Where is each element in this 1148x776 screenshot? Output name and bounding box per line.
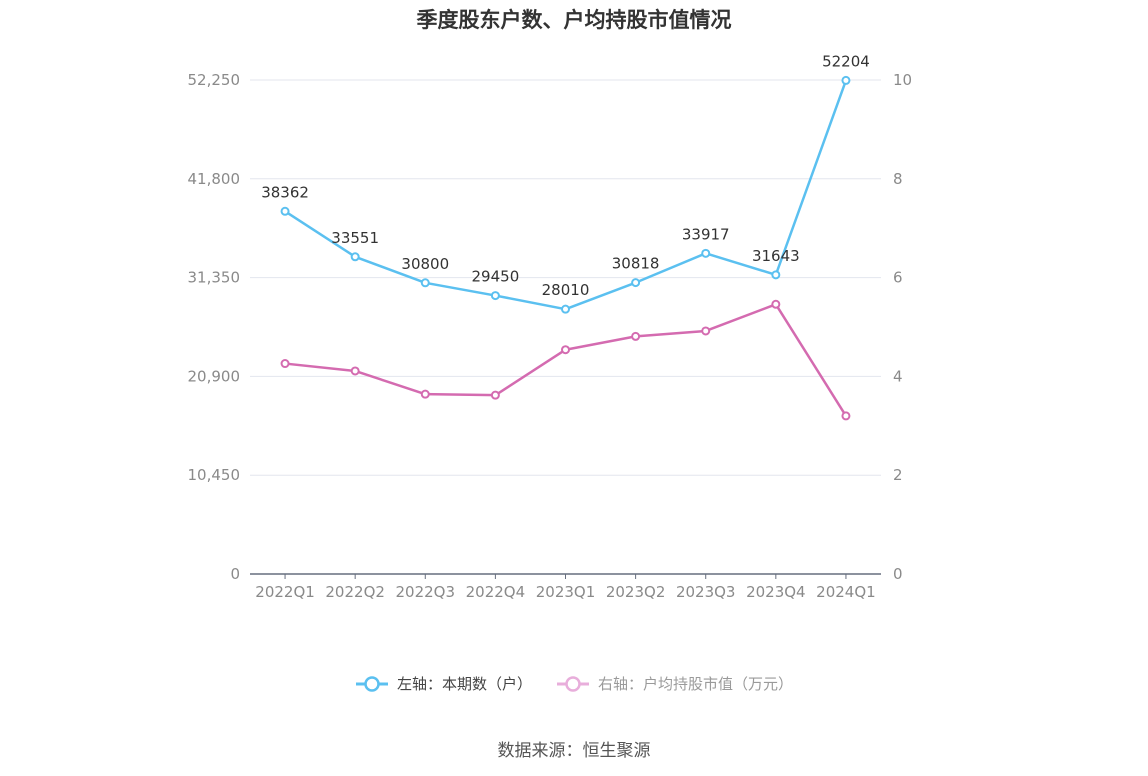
left-axis-tick-label: 10,450: [188, 466, 241, 484]
x-axis-tick-label: 2022Q3: [396, 583, 456, 601]
legend-item-households[interactable]: 左轴：本期数（户）: [355, 673, 532, 694]
data-point-2: [631, 331, 641, 341]
data-point-2: [561, 345, 570, 355]
chart-title: 季度股东户数、户均持股市值情况: [416, 8, 732, 32]
x-axis-tick-label: 2023Q1: [536, 583, 596, 601]
line-chart: 0 10,450 20,900 31,350 41,800 52,250 0 2 4 6 8 10 20…: [188, 52, 913, 601]
data-point-2: [420, 389, 430, 399]
data-point-2: [701, 326, 711, 336]
data-point-1: [420, 278, 430, 288]
data-label: 31643: [752, 247, 800, 265]
data-point-2: [490, 390, 500, 400]
data-point-1: [350, 252, 360, 262]
data-source: 数据来源：恒生聚源: [497, 741, 651, 761]
data-point-2: [771, 299, 781, 309]
data-point-2: [350, 366, 360, 376]
legend-item-avg-value[interactable]: 右轴：户均持股市值（万元）: [556, 673, 793, 694]
right-axis-tick-label: 8: [893, 170, 903, 188]
x-axis-tick-label: 2024Q1: [816, 583, 876, 601]
legend-label-households: 左轴：本期数（户）: [396, 675, 532, 693]
left-axis-tick-label: 0: [230, 565, 240, 583]
data-label: 38362: [261, 183, 309, 201]
data-label: 33551: [331, 229, 379, 247]
x-axis-tick-label: 2022Q1: [255, 583, 315, 601]
legend-line-icon-pink: [557, 675, 589, 692]
data-label: 29450: [472, 268, 520, 286]
right-axis-tick-label: 0: [893, 565, 903, 583]
x-axis-tick-label: 2023Q2: [606, 583, 666, 601]
chart-legend: 左轴：本期数（户） 右轴：户均持股市值（万元）: [0, 673, 1148, 694]
data-label: 33917: [682, 225, 730, 243]
data-point-2: [841, 411, 851, 421]
right-axis-tick-label: 2: [893, 466, 903, 484]
right-axis-tick-label: 6: [893, 269, 903, 287]
data-point-1: [771, 270, 781, 280]
x-axis-tick-label: 2023Q3: [676, 583, 736, 601]
data-point-1: [631, 278, 641, 288]
data-label: 30818: [612, 255, 660, 273]
data-point-1: [701, 248, 711, 258]
left-axis-tick-label: 20,900: [188, 367, 241, 385]
data-point-1: [561, 304, 570, 314]
x-axis-tick-label: 2022Q2: [325, 583, 385, 601]
data-label: 28010: [542, 281, 590, 299]
series-line-1: [284, 80, 848, 311]
left-axis-tick-label: 41,800: [188, 170, 241, 188]
data-label: 52204: [822, 52, 870, 70]
data-point-1: [490, 291, 500, 301]
series-line-2: [284, 303, 848, 417]
left-axis-tick-label: 52,250: [188, 71, 241, 89]
data-point-2: [280, 359, 290, 369]
data-point-1: [841, 75, 851, 85]
legend-line-icon-blue: [355, 675, 388, 692]
right-axis-tick-label: 10: [893, 71, 912, 89]
legend-label-avg-value: 右轴：户均持股市值（万元）: [598, 675, 794, 693]
x-axis-tick-label: 2022Q4: [466, 583, 526, 601]
x-axis-tick-label: 2023Q4: [746, 583, 806, 601]
data-label: 30800: [401, 255, 449, 273]
left-axis-tick-label: 31,350: [188, 269, 241, 287]
data-point-1: [280, 206, 290, 216]
right-axis-tick-label: 4: [893, 367, 903, 385]
